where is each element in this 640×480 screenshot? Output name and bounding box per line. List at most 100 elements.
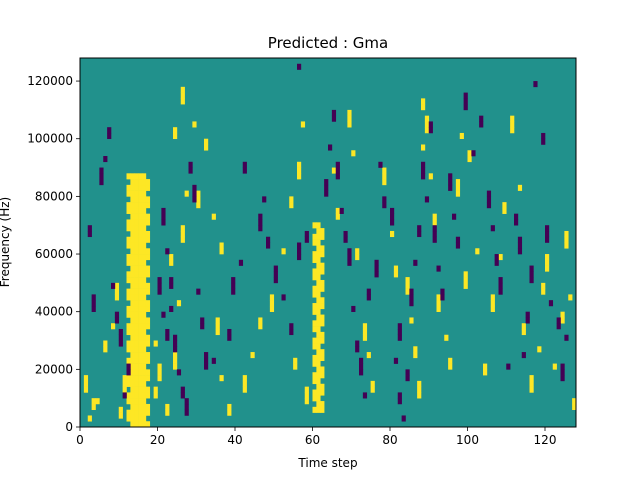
heatmap-cell-high: [138, 305, 143, 312]
heatmap-cell-high: [529, 386, 534, 393]
heatmap-cell-high: [142, 300, 147, 307]
heatmap-cell-high: [103, 346, 108, 353]
heatmap-cell-high: [142, 184, 147, 191]
heatmap-cell-high: [130, 196, 135, 203]
x-axis-ticks: 0 20 40 60 80 100 120: [76, 427, 556, 447]
x-tick-label: 100: [456, 433, 479, 447]
heatmap-cell-high: [145, 403, 151, 411]
heatmap-cell-high: [316, 360, 321, 367]
heatmap-cell-high: [568, 294, 573, 301]
heatmap-cell-high: [347, 121, 352, 128]
heatmap-cell-high: [142, 282, 147, 289]
heatmap-cell-high: [521, 323, 526, 330]
heatmap-cell-high: [289, 196, 294, 203]
heatmap-cell-high: [390, 230, 395, 238]
heatmap-cell-low: [273, 277, 278, 284]
heatmap-cell-high: [130, 288, 135, 295]
heatmap-cell-high: [417, 392, 422, 399]
heatmap-cell-low: [122, 392, 127, 399]
heatmap-cell-high: [421, 98, 426, 105]
heatmap-cell-low: [529, 277, 534, 284]
heatmap-cell-low: [87, 225, 92, 232]
heatmap-cell-low: [343, 230, 348, 238]
heatmap-cell-high: [355, 254, 360, 261]
heatmap-cell-high: [142, 409, 147, 416]
heatmap-cell-high: [196, 202, 201, 209]
heatmap-cell-high: [312, 268, 317, 275]
heatmap-cell-high: [126, 392, 131, 399]
heatmap-cell-high: [335, 207, 340, 214]
heatmap-cell-low: [289, 328, 294, 336]
heatmap-cell-high: [424, 121, 430, 128]
plot-frame: [79, 57, 577, 428]
x-tick-label: 120: [534, 433, 557, 447]
heatmap-cell-high: [312, 337, 317, 344]
heatmap-cell-low: [297, 248, 302, 255]
heatmap-cell-high: [130, 311, 135, 318]
heatmap-cell-low: [118, 328, 123, 336]
heatmap-cell-low: [173, 340, 178, 347]
heatmap-cell-high: [320, 389, 325, 396]
heatmap-cell-high: [126, 375, 131, 382]
heatmap-cell-high: [312, 256, 317, 263]
heatmap-cell-high: [227, 409, 232, 416]
heatmap-cell-low: [452, 213, 457, 220]
heatmap-cell-high: [145, 340, 151, 347]
heatmap-cell-high: [142, 190, 147, 197]
heatmap-cell-high: [529, 380, 534, 387]
y-tick-label: 0: [65, 420, 73, 434]
heatmap-cell-low: [564, 334, 569, 341]
heatmap-cell-high: [312, 291, 317, 298]
heatmap-cell-high: [145, 254, 151, 261]
heatmap-cell-high: [316, 383, 321, 390]
heatmap-cell-high: [316, 406, 321, 413]
heatmap-cell-low: [545, 230, 550, 238]
heatmap-cell-high: [142, 219, 147, 226]
heatmap-cell-low: [328, 144, 333, 151]
heatmap-cell-high: [142, 213, 147, 220]
heatmap-cell-low: [196, 288, 201, 295]
heatmap-cell-low: [428, 121, 433, 128]
heatmap-cell-low: [471, 150, 476, 157]
heatmap-cell-high: [145, 236, 151, 243]
heatmap-cell-low: [405, 369, 410, 376]
heatmap-cell-high: [490, 305, 495, 312]
heatmap-cell-high: [142, 375, 147, 382]
heatmap-cell-high: [145, 213, 151, 220]
heatmap-cell-high: [184, 190, 189, 197]
heatmap-cell-low: [417, 230, 422, 238]
heatmap-background: [80, 58, 576, 427]
heatmap-cell-low: [382, 196, 387, 203]
heatmap-cell-low: [343, 236, 348, 243]
heatmap-cell-high: [165, 403, 170, 411]
heatmap-cell-low: [432, 236, 437, 243]
heatmap-cell-low: [421, 161, 426, 168]
y-tick-label: 60000: [35, 247, 73, 261]
heatmap-cell-low: [335, 173, 340, 180]
heatmap-cell-high: [483, 369, 488, 376]
heatmap-cell-low: [335, 167, 340, 174]
heatmap-cell-low: [424, 196, 430, 203]
heatmap-cell-high: [316, 297, 321, 304]
heatmap-cell-high: [130, 254, 135, 261]
heatmap-cell-high: [130, 219, 135, 226]
heatmap-cell-high: [316, 372, 321, 379]
heatmap-cell-high: [293, 363, 298, 370]
heatmap-cell-low: [192, 190, 197, 197]
heatmap-cell-high: [331, 167, 337, 174]
heatmap-cell-low: [463, 92, 468, 99]
heatmap-cell-high: [130, 294, 135, 301]
heatmap-cell-high: [316, 389, 321, 396]
heatmap-cell-high: [463, 271, 468, 278]
heatmap-cell-high: [320, 268, 325, 275]
heatmap-cell-low: [200, 317, 205, 324]
heatmap-cell-low: [273, 271, 278, 278]
heatmap-cell-low: [525, 317, 530, 324]
heatmap-cell-high: [312, 360, 317, 367]
heatmap-cell-high: [347, 115, 352, 122]
heatmap-cell-low: [173, 334, 178, 341]
heatmap-cell-low: [157, 277, 162, 284]
heatmap-cell-high: [130, 190, 135, 197]
heatmap-cell-low: [560, 375, 565, 382]
heatmap-cell-high: [126, 294, 131, 301]
